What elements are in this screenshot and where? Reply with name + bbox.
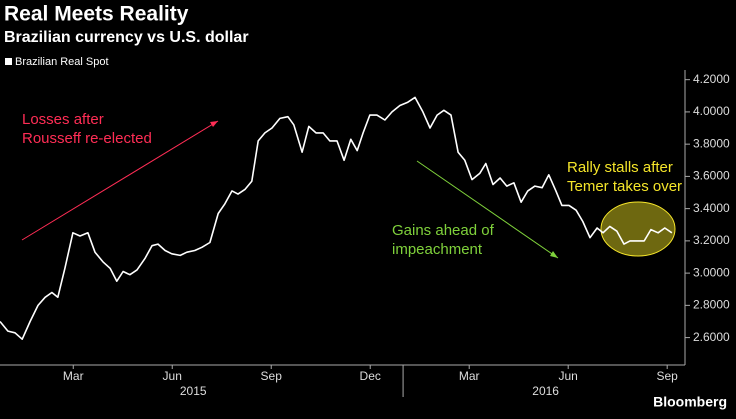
x-tick-label: Sep xyxy=(657,369,679,383)
arrow-head xyxy=(550,251,558,258)
chart-subtitle: Brazilian currency vs U.S. dollar xyxy=(4,29,249,46)
y-tick-label: 4.2000 xyxy=(693,72,730,86)
x-tick-label: Jun xyxy=(163,369,182,383)
y-tick-label: 3.6000 xyxy=(693,169,730,183)
annotation: impeachment xyxy=(392,241,483,258)
annotation: Losses after xyxy=(22,111,104,128)
arrow-head xyxy=(210,121,218,127)
annotation: Rousseff re-elected xyxy=(22,130,152,147)
annotation: Temer takes over xyxy=(567,178,682,195)
source-logo: Bloomberg xyxy=(653,394,727,410)
x-tick-label: Dec xyxy=(360,369,381,383)
legend-label: Brazilian Real Spot xyxy=(15,56,109,68)
arrow xyxy=(21,120,219,241)
y-tick-label: 2.6000 xyxy=(693,330,730,344)
year-label: 2015 xyxy=(180,384,207,398)
y-tick-label: 3.8000 xyxy=(693,136,730,150)
y-tick-label: 4.0000 xyxy=(693,104,730,118)
y-tick-label: 3.4000 xyxy=(693,201,730,215)
series-line xyxy=(0,96,673,340)
y-tick-label: 2.8000 xyxy=(693,298,730,312)
x-tick-label: Mar xyxy=(63,369,84,383)
y-tick-label: 3.2000 xyxy=(693,233,730,247)
arrow xyxy=(416,160,559,259)
legend-swatch xyxy=(5,58,12,65)
y-tick-label: 3.0000 xyxy=(693,265,730,279)
chart-title: Real Meets Reality xyxy=(4,3,189,26)
annotation: Rally stalls after xyxy=(567,159,673,176)
highlight-ellipse xyxy=(600,201,676,257)
x-tick-label: Mar xyxy=(459,369,480,383)
year-label: 2016 xyxy=(532,384,559,398)
annotation: Gains ahead of xyxy=(392,222,495,239)
x-tick-label: Sep xyxy=(261,369,283,383)
x-tick-label: Jun xyxy=(559,369,578,383)
